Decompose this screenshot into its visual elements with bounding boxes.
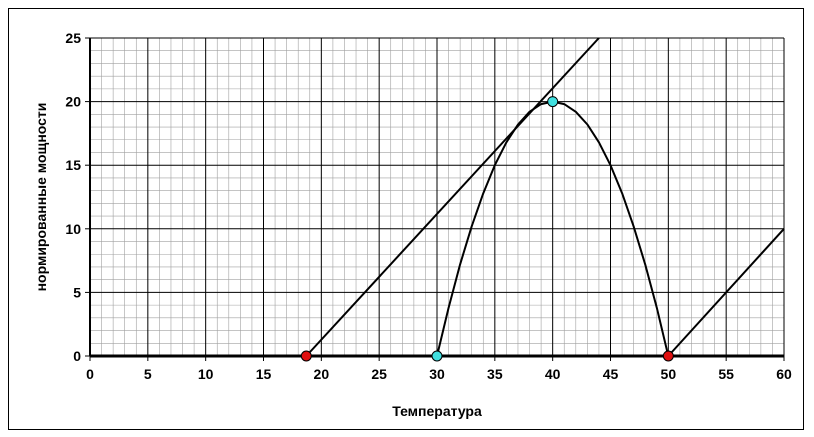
data-point-marker <box>662 350 674 362</box>
x-tick-label: 55 <box>718 366 734 382</box>
x-axis-title: Температура <box>392 403 482 419</box>
markers <box>300 96 674 362</box>
x-tick-label: 15 <box>256 366 272 382</box>
x-tick-label: 5 <box>144 366 152 382</box>
x-tick-label: 20 <box>314 366 330 382</box>
x-tick-label: 25 <box>371 366 387 382</box>
series-line-1 <box>667 228 785 357</box>
y-tick-label: 5 <box>73 284 81 300</box>
data-point-marker <box>547 96 559 108</box>
x-tick-label: 45 <box>603 366 619 382</box>
x-tick-label: 50 <box>661 366 677 382</box>
y-tick-label: 15 <box>65 157 81 173</box>
data-point-marker <box>431 350 443 362</box>
x-tick-label: 40 <box>545 366 561 382</box>
x-tick-label: 30 <box>429 366 445 382</box>
series-line-0 <box>305 37 600 357</box>
y-axis-title: нормированные мощности <box>33 103 49 292</box>
grid <box>90 37 785 356</box>
y-tick-label: 25 <box>65 30 81 46</box>
y-tick-label: 10 <box>65 221 81 237</box>
x-tick-label: 0 <box>86 366 94 382</box>
x-tick-label: 35 <box>487 366 503 382</box>
y-tick-label: 0 <box>73 348 81 364</box>
data-point-marker <box>300 350 312 362</box>
x-tick-label: 10 <box>198 366 214 382</box>
x-tick-label: 60 <box>776 366 792 382</box>
y-tick-label: 20 <box>65 94 81 110</box>
